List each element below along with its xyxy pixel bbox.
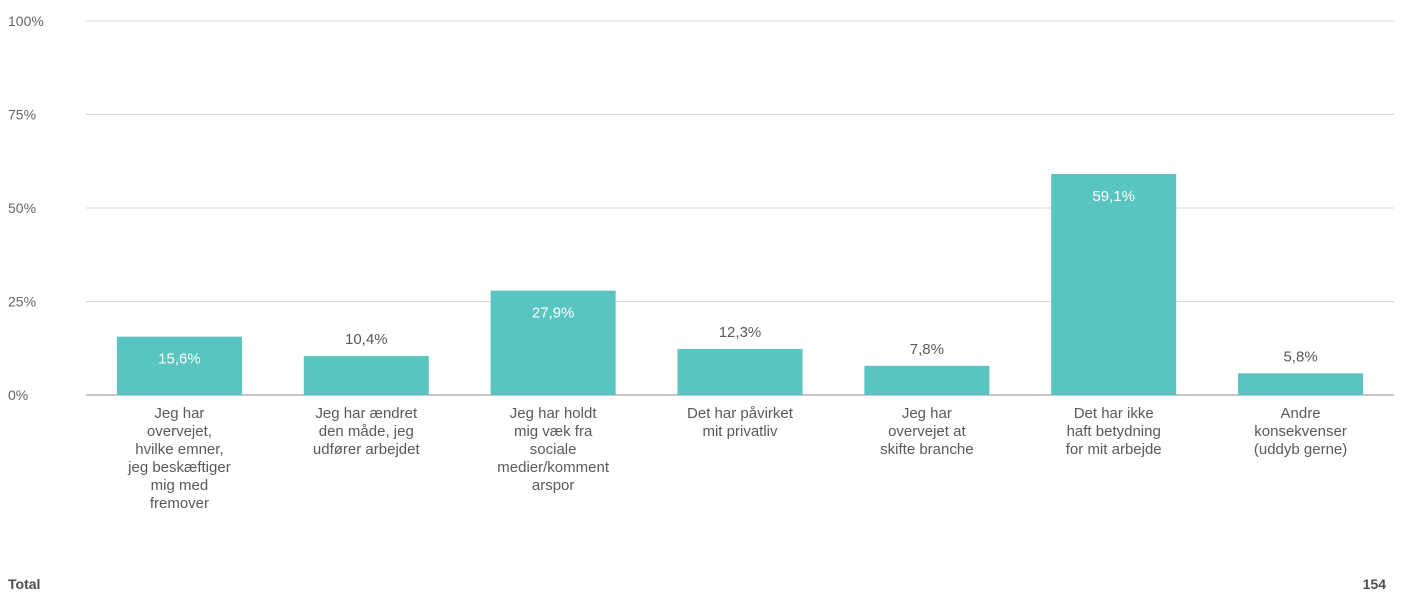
y-tick-label: 50% [8, 200, 36, 216]
x-category-label: Andre konsekvenser (uddyb gerne) [1254, 405, 1347, 458]
y-tick-label: 0% [8, 387, 28, 403]
bar [677, 348, 803, 395]
x-category-label: Jeg har overvejet at skifte branche [880, 405, 973, 458]
total-count: 154 [1362, 576, 1386, 592]
x-category-label: Det har ikke haft betydning for mit arbejd… [1066, 405, 1162, 458]
x-category-label: Jeg har holdt mig væk fra sociale medier/ko… [497, 405, 610, 494]
bar [864, 365, 990, 395]
x-category-label: Det har påvirket mit privatliv [687, 405, 794, 440]
bar [116, 336, 242, 395]
y-tick-label: 100% [8, 13, 44, 29]
bar-value-label: 12,3% [719, 324, 762, 341]
bar-value-label: 59,1% [1092, 188, 1135, 205]
bar-value-label: 5,8% [1283, 348, 1317, 365]
bar-value-label: 10,4% [345, 331, 388, 348]
y-tick-label: 75% [8, 107, 36, 123]
bar [490, 290, 616, 395]
bar-value-label: 7,8% [910, 341, 944, 358]
x-category-label: Jeg har ændret den måde, jeg udfører arbej… [313, 405, 421, 458]
bar [1051, 173, 1177, 395]
bar [303, 356, 429, 395]
y-tick-label: 25% [8, 294, 36, 310]
bar-value-label: 15,6% [158, 351, 201, 368]
bar-value-label: 27,9% [532, 305, 575, 322]
x-category-label: Jeg har overvejet, hvilke emner, jeg beskæf… [127, 405, 231, 512]
total-label: Total [8, 576, 41, 592]
bar [1238, 373, 1364, 395]
